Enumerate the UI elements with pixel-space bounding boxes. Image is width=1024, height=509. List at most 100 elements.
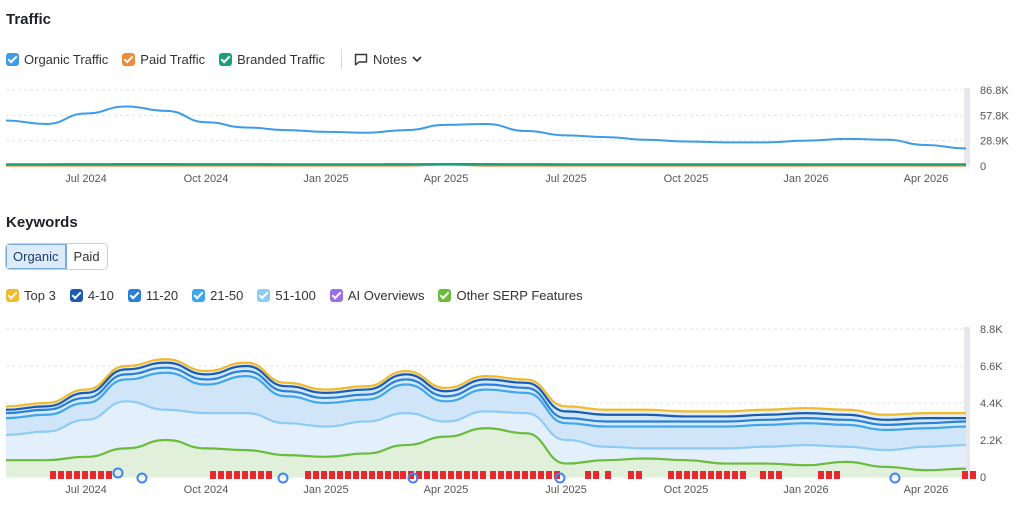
checkbox-icon[interactable]	[69, 289, 83, 302]
line-organic-traffic	[5, 105, 967, 150]
note-flag-icon	[369, 471, 375, 479]
checkbox-icon[interactable]	[6, 289, 19, 302]
note-flag-icon	[98, 471, 104, 479]
note-flag-icon	[480, 471, 486, 479]
note-flag-icon	[242, 471, 248, 479]
keywords-legend: Top 3 4-10 11-20 21-50 51-100 AI Overvie…	[6, 288, 597, 303]
checkbox-icon[interactable]	[219, 52, 233, 66]
note-flag-icon	[826, 471, 832, 479]
note-flag-icon	[58, 471, 64, 479]
note-flag-icon	[218, 471, 224, 479]
checkbox-icon[interactable]	[6, 52, 19, 66]
note-flag-icon	[226, 471, 232, 479]
line-51-100	[5, 400, 967, 452]
note-flag-icon	[692, 471, 698, 479]
y-tick-label: 4.4K	[980, 398, 1003, 410]
legend-51-100[interactable]: 51-100	[257, 288, 316, 303]
y-tick-label: 2.2K	[980, 435, 1003, 447]
legend-other-serp-features[interactable]: Other SERP Features	[438, 288, 583, 303]
note-flag-icon	[448, 471, 454, 479]
toggle-organic[interactable]: Organic	[6, 244, 67, 269]
note-flag-icon	[408, 471, 414, 479]
note-flag-icon	[708, 471, 714, 479]
checkbox-icon[interactable]	[329, 289, 343, 302]
x-tick-label: Apr 2025	[424, 484, 469, 496]
notes-dropdown[interactable]: Notes	[354, 52, 428, 67]
x-tick-label: Jul 2025	[545, 484, 587, 496]
note-flag-icon	[740, 471, 746, 479]
y-tick-label: 57.8K	[980, 110, 1009, 122]
y-tick-label: 0	[980, 472, 986, 484]
note-flag-icon	[776, 471, 782, 479]
note-flag-icon	[424, 471, 430, 479]
legend-11-20[interactable]: 11-20	[127, 288, 179, 303]
traffic-chart[interactable]: 86.8K 57.8K 28.9K 0 Jul 2024 Oct 2024 Jan 2025…	[0, 84, 1024, 194]
note-flag-icon	[684, 471, 690, 479]
note-flag-icon	[361, 471, 367, 479]
legend-branded-traffic[interactable]: Branded Traffic	[219, 52, 325, 67]
legend-4-10[interactable]: 4-10	[69, 288, 114, 303]
x-tick-label: Jul 2024	[65, 173, 107, 185]
note-flag-icon	[732, 471, 738, 479]
legend-label: 21-50	[210, 288, 244, 303]
note-flag-icon	[50, 471, 56, 479]
keywords-title: Keywords	[6, 214, 78, 231]
note-flag-icon	[258, 471, 264, 479]
legend-label: Organic Traffic	[24, 51, 109, 67]
legend-top-3[interactable]: Top 3	[6, 288, 56, 303]
x-tick-label: Jan 2025	[303, 173, 348, 185]
x-tick-label: Oct 2024	[184, 484, 229, 496]
note-flag-icon	[400, 471, 406, 479]
legend-ai-overviews[interactable]: AI Overviews	[329, 288, 424, 303]
google-update-icon	[277, 472, 289, 484]
note-flag-icon	[472, 471, 478, 479]
legend-organic-traffic[interactable]: Organic Traffic	[6, 52, 108, 67]
note-flag-icon	[538, 471, 544, 479]
note-flag-icon	[432, 471, 438, 479]
keywords-chart[interactable]: 8.8K 6.6K 4.4K 2.2K 0 Jul 2024 Oct 2024 Jan 202…	[0, 318, 1024, 508]
x-tick-label: Apr 2025	[424, 173, 469, 185]
note-flag-icon	[490, 471, 496, 479]
x-tick-label: Oct 2025	[664, 484, 709, 496]
toggle-paid[interactable]: Paid	[66, 244, 107, 269]
scroll-handle	[964, 88, 970, 166]
google-update-icon	[112, 467, 124, 479]
divider	[341, 49, 343, 69]
checkbox-icon[interactable]	[257, 289, 271, 302]
x-tick-label: Jan 2026	[783, 484, 828, 496]
note-flag-icon	[416, 471, 422, 479]
checkbox-icon[interactable]	[122, 52, 136, 66]
note-flag-icon	[66, 471, 72, 479]
y-tick-label: 86.8K	[980, 85, 1009, 97]
line-4-10	[5, 361, 966, 421]
note-flag-icon	[593, 471, 599, 479]
legend-label: 51-100	[275, 288, 316, 303]
note-flag-icon	[305, 471, 311, 479]
legend-21-50[interactable]: 21-50	[192, 288, 243, 303]
note-flag-icon	[464, 471, 470, 479]
legend-label: 11-20	[145, 288, 179, 303]
x-tick-label: Jan 2026	[783, 173, 828, 185]
x-tick-label: Jul 2024	[65, 484, 107, 496]
legend-label: Paid Traffic	[140, 51, 206, 67]
note-flag-icon	[377, 471, 383, 479]
checkbox-icon[interactable]	[192, 289, 206, 302]
x-tick-label: Jan 2025	[303, 484, 348, 496]
legend-label: Top 3	[24, 288, 56, 303]
scroll-handle	[964, 327, 970, 477]
legend-paid-traffic[interactable]: Paid Traffic	[122, 52, 205, 67]
note-flag-icon	[546, 471, 552, 479]
note-flag-icon	[337, 471, 343, 479]
note-flag-icon	[313, 471, 319, 479]
note-flag-icon	[530, 471, 536, 479]
traffic-title: Traffic	[6, 11, 52, 28]
y-tick-label: 0	[980, 161, 986, 173]
checkbox-icon[interactable]	[438, 289, 452, 302]
note-flag-icon	[106, 471, 112, 479]
checkbox-icon[interactable]	[127, 289, 141, 302]
note-flag-icon	[393, 471, 399, 479]
note-flag-icon	[970, 471, 976, 479]
note-flag-icon	[700, 471, 706, 479]
notes-label: Notes	[373, 51, 407, 67]
note-flag-icon	[90, 471, 96, 479]
